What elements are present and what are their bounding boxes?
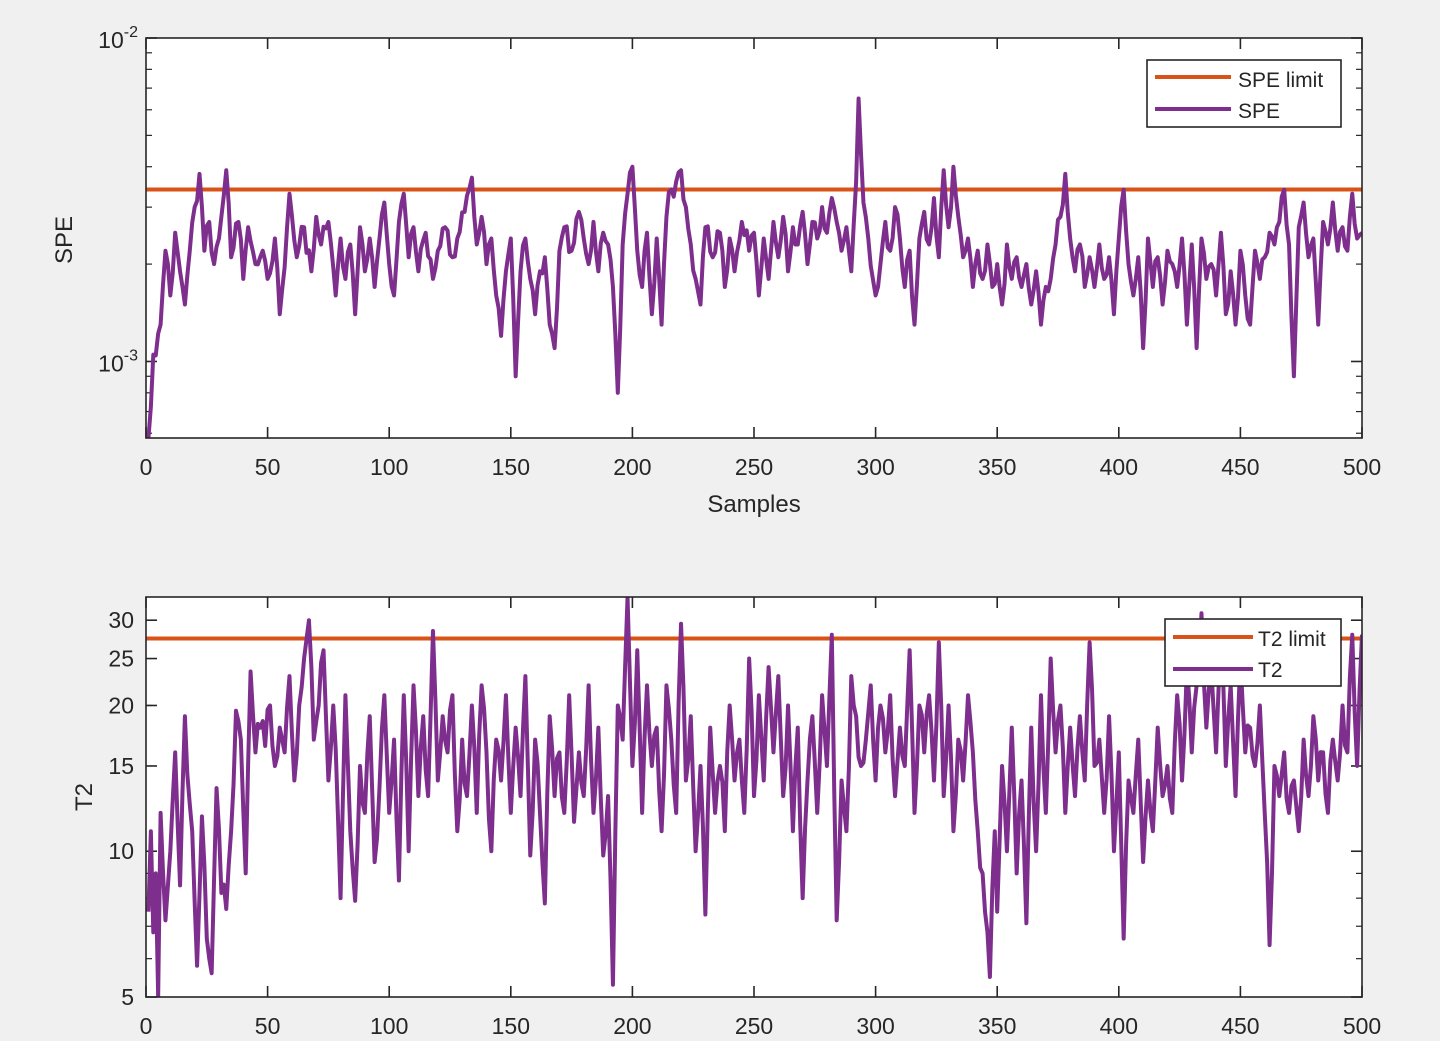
t2-x-tick-label: 50 [255, 1013, 281, 1039]
spe-x-tick-label: 250 [735, 454, 773, 480]
spe-x-tick-label: 500 [1343, 454, 1381, 480]
spe-y-tick-label: 10-2 [98, 24, 138, 53]
t2-x-tick-label: 0 [140, 1013, 153, 1039]
spe-series-line [146, 96, 1362, 438]
spe-y-ticks: 10-3 10-2 [98, 24, 1362, 376]
t2-legend: T2 limit T2 [1164, 618, 1342, 687]
t2-y-ticks: 5 10 15 20 25 30 [108, 607, 1362, 1010]
t2-x-tick-label: 400 [1100, 1013, 1138, 1039]
t2-x-tick-label: 450 [1221, 1013, 1259, 1039]
t2-y-tick-label: 30 [108, 607, 134, 633]
t2-y-axis-label: T2 [71, 783, 98, 811]
t2-y-tick-label: 25 [108, 646, 134, 672]
spe-minor-ticks [146, 52, 1362, 434]
t2-x-tick-label: 150 [492, 1013, 530, 1039]
spe-x-tick-label: 150 [492, 454, 530, 480]
t2-legend-series-label: T2 [1258, 659, 1283, 682]
t2-x-tick-label: 200 [613, 1013, 651, 1039]
spe-x-tick-label: 300 [856, 454, 894, 480]
t2-x-ticks: 0 50 100 150 200 250 300 350 400 450 500 [140, 597, 1381, 1039]
spe-legend: SPE limit SPE [1146, 59, 1342, 128]
t2-y-tick-label: 5 [121, 984, 134, 1010]
t2-y-tick-label: 15 [108, 753, 134, 779]
spe-legend-limit-label: SPE limit [1238, 69, 1323, 92]
spe-x-tick-label: 100 [370, 454, 408, 480]
t2-y-tick-label: 20 [108, 692, 134, 718]
t2-plot: 0 50 100 150 200 250 300 350 400 450 500 5 10 15 20 25… [71, 596, 1381, 1039]
spe-legend-series-label: SPE [1238, 100, 1280, 123]
spe-y-axis-label: SPE [51, 216, 78, 264]
t2-x-tick-label: 250 [735, 1013, 773, 1039]
spe-x-tick-label: 350 [978, 454, 1016, 480]
t2-y-tick-label: 10 [108, 838, 134, 864]
spe-x-tick-label: 50 [255, 454, 281, 480]
spe-plot: 0 50 100 150 200 250 300 350 400 450 500 10-310-2 … [51, 24, 1381, 518]
t2-x-tick-label: 100 [370, 1013, 408, 1039]
spe-x-tick-label: 400 [1100, 454, 1138, 480]
spe-x-axis-label: Samples [707, 491, 800, 518]
spe-x-tick-label: 200 [613, 454, 651, 480]
t2-series-line [146, 597, 1362, 997]
spe-x-tick-label: 450 [1221, 454, 1259, 480]
t2-x-tick-label: 350 [978, 1013, 1016, 1039]
spe-x-ticks: 0 50 100 150 200 250 300 350 400 450 500 [140, 38, 1381, 480]
spe-y-tick-label: 10-3 [98, 347, 138, 376]
t2-x-tick-label: 300 [856, 1013, 894, 1039]
t2-x-tick-label: 500 [1343, 1013, 1381, 1039]
spe-x-tick-label: 0 [140, 454, 153, 480]
t2-legend-limit-label: T2 limit [1258, 628, 1326, 651]
